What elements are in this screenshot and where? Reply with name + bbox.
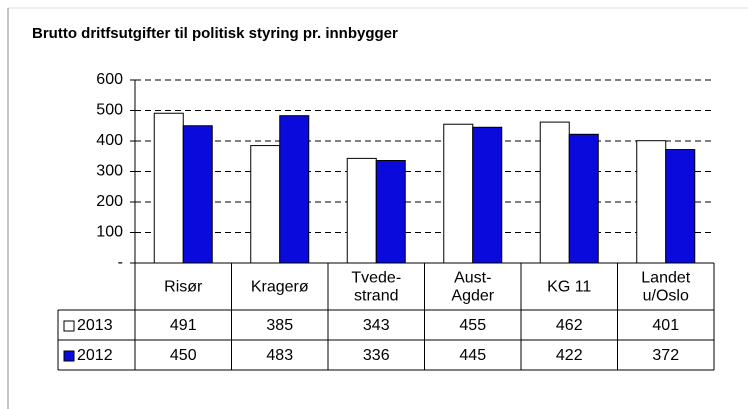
table-value: 336 [363, 347, 390, 364]
y-tick-label: 100 [96, 224, 123, 241]
bar [443, 123, 474, 264]
x-tick-label: Tvede-strand [351, 270, 401, 305]
bar [568, 133, 599, 264]
bar [153, 112, 184, 264]
table-value: 445 [459, 347, 486, 364]
bar [279, 115, 310, 264]
table-value: 372 [652, 347, 679, 364]
table-value: 343 [363, 317, 390, 334]
table-value: 483 [266, 347, 293, 364]
x-tick-label: Aust-Agder [451, 270, 494, 305]
bar [472, 126, 503, 264]
y-tick-label: 500 [96, 102, 123, 119]
bar [250, 145, 281, 264]
bar [539, 121, 570, 264]
bar [636, 140, 667, 264]
table-value: 385 [266, 317, 293, 334]
table-value: 401 [652, 317, 679, 334]
table-value: 455 [459, 317, 486, 334]
legend-label: 2012 [77, 347, 113, 364]
bar [665, 149, 696, 264]
table-value: 491 [170, 317, 197, 334]
x-tick-label: Risør [164, 279, 203, 296]
y-tick-label: 300 [96, 163, 123, 180]
bar [182, 125, 213, 264]
y-tick-label: 400 [96, 132, 123, 149]
x-tick-label: Landet u/Oslo [641, 270, 690, 305]
x-tick-label: KG 11 [547, 279, 591, 296]
x-tick-label: Kragerø [251, 279, 309, 296]
bar [375, 160, 406, 264]
legend-label: 2013 [77, 317, 113, 334]
bar [346, 157, 377, 264]
chart-title: Brutto dritfsutgifter til politisk styri… [32, 25, 398, 42]
legend-swatch [63, 320, 75, 332]
table-value: 450 [170, 347, 197, 364]
table-value: 462 [556, 317, 583, 334]
y-tick-label: 200 [96, 193, 123, 210]
legend-swatch [63, 350, 75, 362]
y-tick-label: 600 [96, 71, 123, 88]
y-tick-label: - [118, 254, 123, 271]
table-value: 422 [556, 347, 583, 364]
